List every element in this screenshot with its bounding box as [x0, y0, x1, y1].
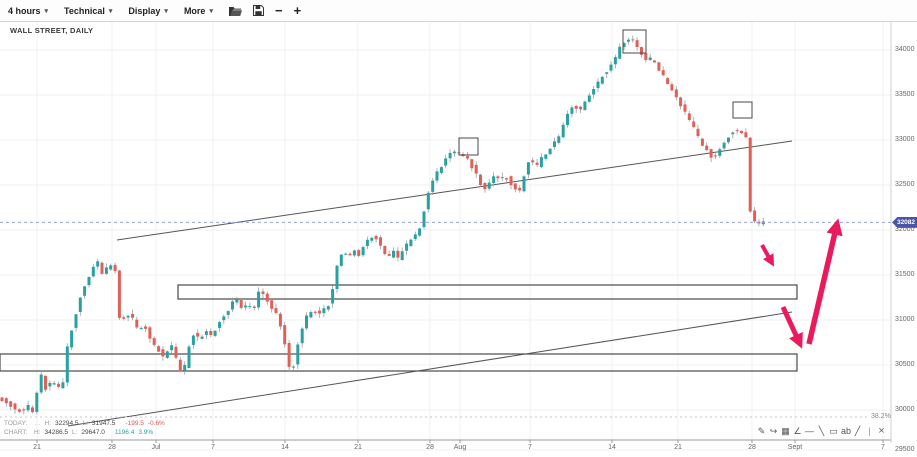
ohlc-legend: TODAY: … H: 32294.5 L: 31947.5 -199.5 -0… [4, 419, 165, 437]
close-drawings-icon[interactable]: × [878, 425, 885, 437]
chevron-down-icon: ▾ [44, 7, 49, 15]
candles [0, 35, 765, 415]
ray-tool-icon[interactable]: ╱ [854, 425, 861, 436]
chart-change-pct: 3.9% [138, 429, 154, 436]
chevron-down-icon: ▾ [164, 7, 168, 15]
timeframe-value: 4 hours [8, 5, 41, 16]
time-axis-label: 21 [354, 444, 362, 451]
zoom-out-icon[interactable]: − [274, 2, 283, 18]
display-menu[interactable]: Display ▾ [128, 6, 168, 16]
price-axis-label: 31000 [895, 316, 915, 323]
top-toolbar: 4 hours ▾ Technical ▾ Display ▾ More ▾ −… [0, 0, 917, 22]
today-high-key: H: [44, 420, 52, 427]
time-axis-label: 21 [674, 444, 682, 451]
time-axis-label: 7 [881, 444, 885, 451]
chart-change: 1196.4 [114, 429, 135, 436]
draw-pencil-icon[interactable]: ✎ [757, 425, 766, 436]
current-price-badge: 32082 [892, 216, 917, 228]
axis-lines [0, 22, 892, 443]
today-label: TODAY: [4, 420, 28, 427]
annotation-arrows[interactable] [760, 218, 843, 349]
legend-chart-row: CHART: H: 34286.5 L: 29647.0 1196.4 3.9% [4, 428, 165, 437]
horizontal-line-icon[interactable]: — [805, 426, 814, 436]
price-axis-label: 29500 [895, 446, 915, 453]
open-chart-icon[interactable] [228, 6, 242, 16]
today-change-pct: -0.6% [147, 420, 165, 427]
legend-dots: … [34, 420, 41, 427]
chart-low-value: 29647.0 [81, 429, 105, 436]
trend-angle-icon[interactable]: ∠ [793, 425, 802, 436]
price-axis-label: 30500 [895, 361, 915, 368]
time-axis-label: 28 [748, 444, 756, 451]
fib-382-label: 38.2% [871, 413, 891, 420]
price-axis-label: 34000 [895, 46, 915, 53]
text-tool-icon[interactable]: ab [841, 426, 852, 436]
time-axis-label: 7 [211, 444, 215, 451]
chart-low-key: L: [72, 429, 78, 436]
today-change: -199.5 [125, 420, 144, 427]
freehand-curve-icon[interactable]: ↪ [769, 425, 778, 436]
support-resistance-zones[interactable] [0, 284, 798, 372]
more-menu[interactable]: More ▾ [184, 6, 213, 16]
toolbar-divider: | [868, 426, 871, 436]
time-axis-label: 7 [528, 444, 532, 451]
more-menu-label: More [183, 5, 206, 16]
legend-today-row: TODAY: … H: 32294.5 L: 31947.5 -199.5 -0… [4, 419, 165, 428]
time-axis-label: 28 [108, 444, 116, 451]
price-axis-label: 33000 [895, 136, 915, 143]
price-axis-label: 31500 [895, 271, 915, 278]
time-axis-label: 14 [608, 444, 616, 451]
trendline-icon[interactable]: ╲ [818, 425, 825, 436]
today-low-key: L: [82, 420, 88, 427]
today-high-value: 32294.5 [55, 420, 79, 427]
price-axis-label: 32000 [895, 226, 915, 233]
chart-high-key: H: [34, 429, 41, 436]
time-axis-label: 14 [281, 444, 289, 451]
trendlines[interactable] [67, 140, 793, 427]
gridlines [0, 22, 891, 451]
chart-label: CHART: [4, 429, 28, 436]
highlight-boxes[interactable] [458, 29, 753, 156]
chevron-down-icon: ▾ [108, 7, 113, 15]
chevron-down-icon: ▾ [209, 7, 213, 15]
chart-high-value: 34286.5 [44, 429, 69, 436]
price-axis-label: 32500 [895, 181, 915, 188]
drawing-toolbar: ✎ ↪ ▦ ∠ — ╲ ▭ ab ╱ | × [757, 425, 886, 437]
price-axis-label: 30000 [895, 406, 915, 413]
time-axis-label: Aug [453, 444, 467, 451]
save-chart-icon[interactable] [252, 5, 264, 16]
fib-grid-icon[interactable]: ▦ [781, 425, 790, 436]
price-axis-label: 33500 [895, 91, 915, 98]
zoom-in-icon[interactable]: + [293, 2, 302, 18]
time-axis-label: Jul [151, 444, 161, 451]
chart-title: WALL STREET, DAILY [10, 26, 94, 35]
rectangle-tool-icon[interactable]: ▭ [829, 425, 838, 436]
technical-menu[interactable]: Technical ▾ [64, 6, 112, 16]
technical-menu-label: Technical [64, 5, 105, 16]
time-axis-label: 28 [426, 444, 434, 451]
today-low-value: 31947.5 [91, 420, 116, 427]
time-axis-label: Sept [787, 444, 803, 451]
time-axis-label: 21 [33, 444, 41, 451]
timeframe-dropdown[interactable]: 4 hours ▾ [8, 6, 48, 16]
display-menu-label: Display [128, 5, 161, 16]
